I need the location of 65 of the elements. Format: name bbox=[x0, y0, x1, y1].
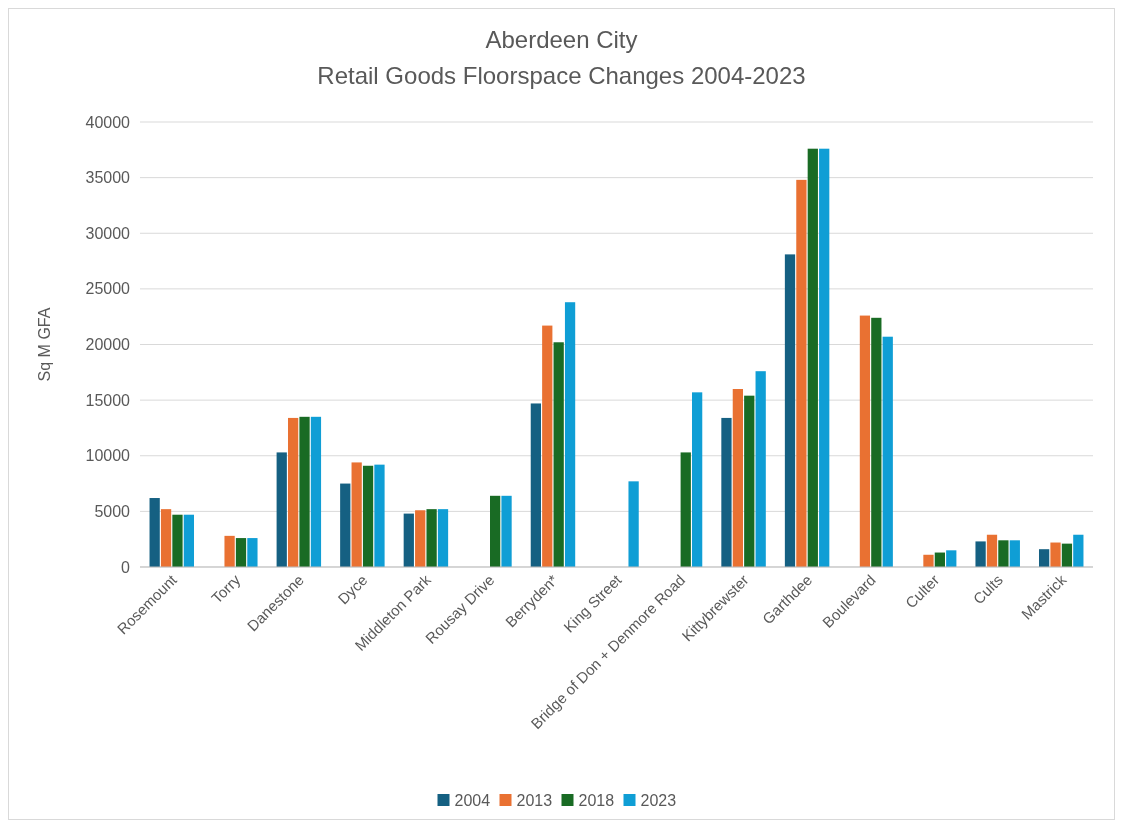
bar bbox=[564, 302, 576, 567]
bar bbox=[530, 403, 541, 567]
bar bbox=[871, 317, 882, 567]
bar bbox=[183, 514, 194, 567]
bar bbox=[553, 342, 564, 567]
bar bbox=[1039, 549, 1050, 567]
bar bbox=[299, 416, 310, 567]
bar bbox=[796, 179, 807, 567]
bar bbox=[1050, 542, 1061, 567]
bar bbox=[415, 510, 426, 567]
bar bbox=[160, 509, 172, 567]
bar bbox=[224, 535, 235, 567]
bar bbox=[310, 416, 322, 567]
bar bbox=[755, 371, 766, 567]
bar bbox=[628, 481, 639, 567]
bar bbox=[362, 465, 374, 567]
bar bbox=[680, 452, 691, 567]
bar bbox=[692, 392, 703, 567]
chart-subtitle: Retail Goods Floorspace Changes 2004-2023 bbox=[317, 62, 806, 89]
bar bbox=[288, 417, 299, 567]
bar bbox=[247, 538, 258, 567]
y-tick-label: 40000 bbox=[85, 113, 131, 131]
legend-label: 2004 bbox=[454, 791, 491, 809]
bar bbox=[276, 452, 287, 567]
legend-label: 2013 bbox=[516, 791, 553, 809]
bar bbox=[403, 513, 414, 567]
bar bbox=[1009, 540, 1020, 567]
y-tick-label: 30000 bbox=[85, 224, 131, 242]
legend-label: 2023 bbox=[640, 791, 677, 809]
bar bbox=[946, 550, 957, 567]
bar bbox=[374, 464, 385, 567]
y-tick-label: 0 bbox=[121, 558, 131, 576]
bar bbox=[1073, 534, 1084, 567]
bar bbox=[437, 509, 449, 567]
bar bbox=[235, 538, 247, 567]
legend-label: 2018 bbox=[578, 791, 615, 809]
y-tick-label: 5000 bbox=[94, 502, 131, 520]
bar bbox=[923, 554, 934, 567]
y-tick-label: 20000 bbox=[85, 336, 131, 354]
y-tick-label: 35000 bbox=[85, 169, 131, 187]
bar bbox=[744, 395, 755, 567]
bar bbox=[501, 495, 512, 567]
bar bbox=[807, 148, 818, 567]
bar bbox=[426, 509, 437, 567]
y-axis-title: Sq M GFA bbox=[36, 307, 53, 382]
y-tick-label: 15000 bbox=[85, 391, 131, 409]
bar bbox=[882, 336, 893, 567]
bar bbox=[721, 417, 732, 567]
chart-title: Aberdeen City bbox=[485, 26, 638, 53]
bar bbox=[172, 514, 183, 567]
bar bbox=[340, 483, 351, 567]
bar bbox=[859, 315, 871, 567]
bar bbox=[1061, 543, 1073, 567]
bar bbox=[784, 254, 796, 567]
bar bbox=[542, 325, 553, 567]
bar bbox=[986, 534, 998, 567]
bar bbox=[998, 540, 1009, 567]
bar bbox=[149, 498, 160, 567]
bar bbox=[351, 462, 362, 567]
y-tick-label: 10000 bbox=[85, 447, 131, 465]
bar bbox=[819, 148, 830, 567]
bar bbox=[975, 541, 986, 567]
bar bbox=[732, 389, 743, 567]
y-tick-label: 25000 bbox=[85, 280, 131, 298]
bar bbox=[490, 495, 501, 567]
